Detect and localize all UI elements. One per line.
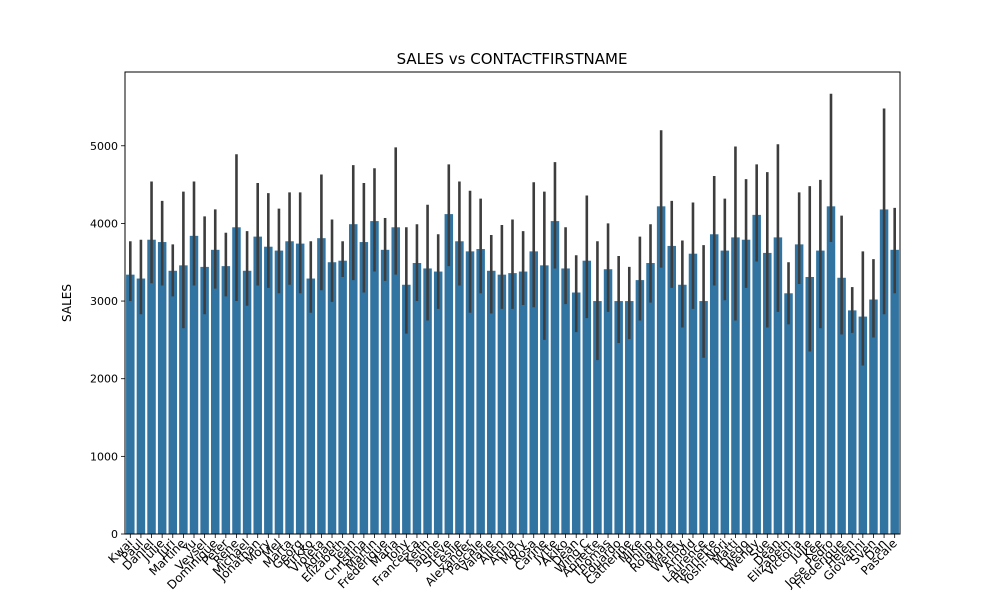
y-tick-label: 4000 [90, 217, 118, 230]
bar [603, 269, 613, 534]
bar [784, 293, 793, 534]
bar [476, 249, 485, 535]
bar [497, 274, 507, 534]
bar [147, 239, 156, 534]
bar [763, 252, 772, 534]
bar [656, 206, 666, 534]
y-axis: 0 1000 2000 3000 4000 5000 [90, 140, 125, 541]
bar [571, 292, 581, 534]
bar [221, 266, 231, 534]
bar [380, 249, 390, 534]
bar [200, 266, 209, 534]
bar [242, 270, 252, 534]
bar [306, 278, 316, 534]
bar [402, 284, 411, 534]
bar [720, 250, 730, 534]
bar [168, 270, 178, 534]
bar [593, 301, 602, 534]
bar [635, 280, 645, 534]
bar [699, 301, 708, 534]
bar [529, 251, 538, 535]
bar [327, 262, 337, 534]
bar [444, 214, 454, 534]
bar [349, 224, 358, 534]
y-axis-label: SALES [60, 284, 74, 322]
bar [646, 263, 655, 534]
bar [794, 244, 804, 534]
y-tick-label: 0 [111, 528, 118, 541]
bar [359, 242, 369, 534]
bar [264, 246, 273, 535]
bar [678, 284, 687, 534]
bar [826, 206, 836, 534]
bar [741, 239, 751, 534]
bar [285, 241, 294, 535]
bar [518, 271, 528, 534]
bar [731, 237, 740, 534]
bar [487, 270, 496, 534]
bar [455, 241, 464, 535]
bar [210, 249, 220, 534]
bar [805, 276, 815, 534]
bar [614, 301, 623, 534]
bar [317, 238, 326, 534]
bar [816, 250, 825, 534]
bar [858, 316, 868, 534]
y-tick-label: 5000 [90, 140, 118, 153]
y-tick-label: 2000 [90, 373, 118, 386]
bar [688, 253, 698, 534]
bar [890, 249, 899, 534]
bar [126, 274, 135, 534]
chart-title: SALES vs CONTACTFIRSTNAME [397, 50, 628, 68]
x-axis: KwaiPaulDanielJulieJuriMartineYuVeyselDo… [105, 534, 900, 592]
bar [869, 299, 878, 534]
bar [391, 227, 400, 534]
error-bars-group [129, 93, 896, 366]
y-tick-label: 1000 [90, 450, 118, 463]
bar [157, 242, 167, 534]
bar [465, 251, 475, 535]
bar [847, 310, 857, 534]
bar [773, 237, 783, 534]
bar [709, 234, 719, 534]
bar [582, 260, 592, 534]
bar [274, 250, 284, 534]
bar [837, 277, 846, 534]
bar [550, 221, 560, 535]
bar [423, 268, 432, 534]
bar [508, 273, 517, 534]
bar [625, 301, 634, 534]
bar [540, 265, 549, 534]
bar [412, 263, 422, 534]
bar [370, 221, 379, 535]
bar [232, 227, 241, 534]
bar [253, 236, 262, 535]
y-tick-label: 3000 [90, 295, 118, 308]
bar [136, 278, 146, 534]
bars-group [126, 206, 899, 535]
bar [561, 268, 570, 534]
plot-frame [124, 71, 901, 535]
bar [667, 245, 676, 534]
bar [752, 214, 761, 534]
bar [879, 209, 889, 534]
bar [179, 265, 188, 534]
bar [338, 260, 347, 534]
bar [189, 235, 199, 534]
bar [433, 271, 443, 534]
bar [295, 243, 305, 534]
